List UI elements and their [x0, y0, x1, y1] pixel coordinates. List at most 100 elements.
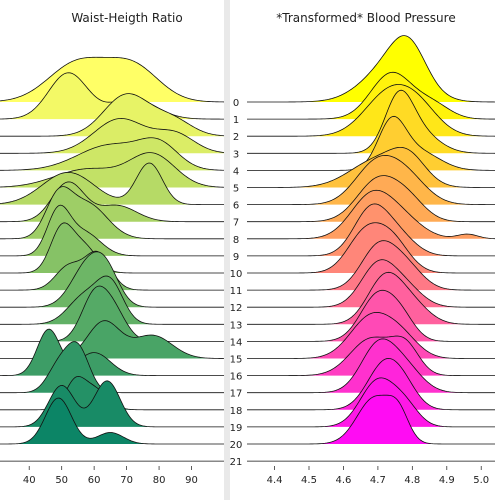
ridge-fill: [247, 155, 495, 205]
row-label: 12: [230, 303, 243, 314]
ridge-fill: [247, 259, 495, 308]
row-label: 19: [230, 423, 243, 434]
ridge-2: [0, 93, 225, 137]
row-label: 14: [230, 337, 243, 348]
ridge-outline: [247, 189, 496, 240]
ridge-outline: [247, 84, 496, 137]
x-tick-label: 50: [55, 475, 68, 486]
x-tick-label: 90: [185, 475, 198, 486]
ridge-outline: [247, 357, 495, 411]
left-chart-title: Waist-Heigth Ratio: [71, 11, 182, 25]
ridge-fill: [247, 395, 495, 444]
ridge-11: [247, 240, 495, 291]
ridge-fill: [0, 320, 224, 359]
row-label: 4: [233, 166, 239, 177]
ridge-outline: [247, 89, 496, 154]
ridge-fill: [247, 240, 495, 291]
ridge-fill: [247, 35, 495, 102]
x-tick-label: 4.4: [267, 475, 283, 486]
ridge-17: [247, 338, 495, 394]
row-label: 2: [233, 132, 239, 143]
ridge-fill: [247, 312, 495, 359]
ridge-fill: [0, 93, 224, 137]
row-label: 10: [230, 269, 243, 280]
row-label: 6: [233, 201, 239, 212]
ridge-fill: [247, 72, 495, 120]
ridge-fill: [247, 90, 495, 154]
ridge-outline: [247, 115, 496, 171]
ridge-outline: [247, 289, 495, 342]
ridge-14: [0, 285, 224, 342]
row-label: 16: [230, 372, 243, 383]
ridge-fill: [247, 338, 495, 393]
ridge-outline: [0, 56, 225, 103]
blood-pressure-panel: [247, 35, 496, 462]
ridge-outline: [247, 311, 495, 359]
ridge-outline: [247, 259, 495, 308]
ridge-outline: [247, 35, 496, 103]
ridge-outline: [247, 394, 495, 445]
ridge-fill: [247, 116, 495, 171]
ridge-outline: [0, 93, 225, 137]
ridge-20: [247, 394, 495, 445]
right-x-axis-ticks: 4.4 4.5 4.6 4.7 4.8 4.9 5.0: [267, 466, 489, 486]
ridge-1: [247, 71, 496, 120]
row-label: 11: [230, 286, 243, 297]
ridge-outline: [0, 380, 224, 428]
ridge-outline: [247, 71, 496, 120]
row-label: 18: [230, 406, 243, 417]
row-label: 9: [233, 252, 239, 263]
row-label: 17: [230, 389, 243, 400]
ridge-outline: [247, 338, 495, 394]
ridge-outline: [0, 137, 225, 171]
x-tick-label: 4.8: [404, 475, 420, 486]
ridge-outline: [0, 152, 225, 188]
ridge-4: [247, 115, 496, 171]
ridge-fill: [247, 222, 495, 273]
x-tick-label: 40: [23, 475, 36, 486]
ridge-outline: [0, 181, 224, 223]
ridge-outline: [0, 118, 225, 154]
ridge-fill: [0, 285, 224, 342]
ridge-outline: [247, 377, 495, 428]
ridge-outline: [0, 285, 224, 342]
ridge-outline: [247, 335, 495, 376]
ridge-outline: [247, 154, 495, 205]
right-chart-title: *Transformed* Blood Pressure: [276, 11, 455, 25]
x-tick-label: 80: [153, 475, 166, 486]
x-tick-label: 60: [88, 475, 101, 486]
row-label: 5: [233, 184, 239, 195]
ridge-outline: [247, 222, 495, 274]
ridge-0: [247, 35, 496, 103]
ridge-2: [247, 84, 496, 137]
waist-height-panel: [0, 56, 225, 462]
ridge-outline: [247, 240, 495, 291]
ridge-15: [247, 311, 495, 359]
ridge-fill: [0, 72, 224, 120]
row-label: 7: [233, 218, 239, 229]
row-label: 3: [233, 149, 239, 160]
ridge-outline: [0, 186, 224, 240]
x-tick-label: 4.9: [439, 475, 455, 486]
ridge-fill: [0, 398, 224, 444]
ridge-outline: [247, 203, 495, 257]
panel-separator: [224, 0, 230, 500]
row-label: 15: [230, 355, 243, 366]
x-tick-label: 4.6: [335, 475, 351, 486]
row-label: 20: [230, 440, 243, 451]
ridge-10: [247, 222, 495, 274]
x-tick-label: 5.0: [473, 475, 489, 486]
ridge-outline: [0, 204, 224, 257]
row-label: 8: [233, 235, 239, 246]
ridge-fill: [0, 222, 224, 273]
x-tick-label: 70: [120, 475, 133, 486]
ridge-outline: [0, 162, 224, 205]
ridge-outline: [0, 275, 224, 325]
ridge-12: [247, 259, 495, 308]
ridge-outline: [247, 271, 495, 325]
ridge-outline: [0, 397, 224, 445]
ridge-fill: [0, 341, 224, 393]
ridge-outline: [0, 328, 224, 376]
ridge-fill: [247, 84, 495, 137]
